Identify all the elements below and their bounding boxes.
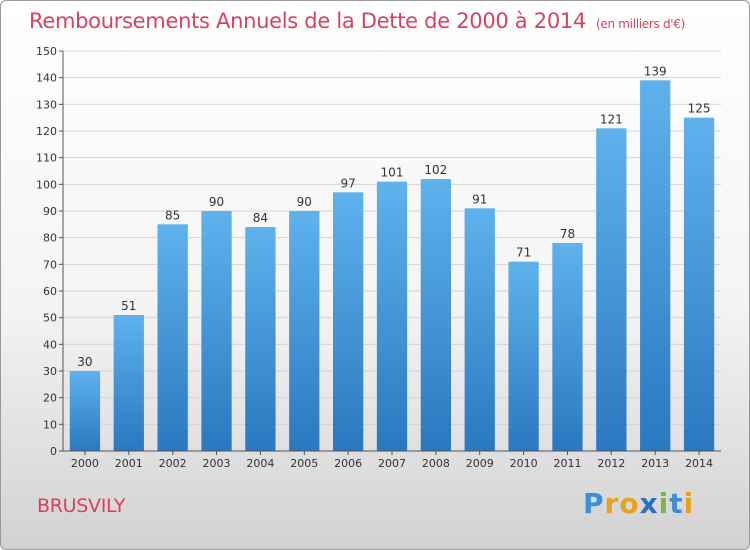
x-tick-label: 2014 bbox=[685, 457, 713, 470]
bar-value-label: 139 bbox=[644, 64, 667, 78]
y-tick-label: 90 bbox=[43, 205, 57, 218]
logo-letter: x bbox=[639, 487, 659, 520]
logo-letter: i bbox=[658, 487, 670, 520]
y-tick-label: 80 bbox=[43, 232, 57, 245]
y-tick-label: 10 bbox=[43, 418, 57, 431]
bar bbox=[683, 117, 715, 452]
bar bbox=[464, 208, 495, 451]
y-tick-label: 70 bbox=[43, 258, 57, 271]
bar bbox=[508, 261, 539, 451]
bar-value-label: 125 bbox=[688, 102, 711, 116]
y-tick-label: 50 bbox=[43, 312, 57, 325]
x-tick-label: 2007 bbox=[378, 457, 406, 470]
y-tick-label: 150 bbox=[36, 45, 57, 58]
y-tick-label: 20 bbox=[43, 392, 57, 405]
bar bbox=[420, 179, 452, 451]
bar bbox=[69, 371, 101, 451]
bar-value-label: 97 bbox=[340, 176, 355, 190]
bar bbox=[245, 227, 276, 451]
bar-value-label: 101 bbox=[381, 166, 404, 180]
bar bbox=[289, 211, 320, 451]
y-tick-label: 30 bbox=[43, 365, 57, 378]
bar-value-label: 102 bbox=[424, 163, 447, 177]
y-tick-label: 120 bbox=[36, 125, 57, 138]
bar bbox=[157, 224, 188, 451]
bar-value-label: 84 bbox=[253, 211, 268, 225]
y-tick-label: 0 bbox=[50, 445, 57, 458]
x-tick-label: 2002 bbox=[159, 457, 187, 470]
y-tick-label: 110 bbox=[36, 152, 57, 165]
bar-value-label: 51 bbox=[121, 299, 136, 313]
bar-value-label: 85 bbox=[165, 208, 180, 222]
x-tick-label: 2006 bbox=[334, 457, 362, 470]
x-tick-label: 2009 bbox=[466, 457, 494, 470]
x-tick-label: 2000 bbox=[71, 457, 99, 470]
bar bbox=[201, 211, 232, 451]
commune-name: BRUSVILY bbox=[37, 495, 126, 517]
y-tick-label: 140 bbox=[36, 72, 57, 85]
chart-unit: (en milliers d'€) bbox=[596, 17, 686, 31]
x-tick-label: 2012 bbox=[597, 457, 625, 470]
y-tick-label: 40 bbox=[43, 338, 57, 351]
logo-letter: P bbox=[583, 487, 605, 520]
proxiti-logo: Proxiti bbox=[583, 487, 694, 520]
bar-value-label: 30 bbox=[77, 355, 92, 369]
x-tick-label: 2011 bbox=[553, 457, 581, 470]
bar bbox=[640, 80, 671, 451]
bar bbox=[596, 128, 627, 451]
bar-value-label: 121 bbox=[600, 112, 623, 126]
bar bbox=[332, 192, 364, 452]
x-tick-label: 2004 bbox=[246, 457, 274, 470]
bar bbox=[376, 181, 408, 451]
x-tick-label: 2001 bbox=[115, 457, 143, 470]
x-tick-label: 2003 bbox=[203, 457, 231, 470]
logo-letter: i bbox=[683, 487, 695, 520]
chart-title: Remboursements Annuels de la Dette de 20… bbox=[29, 9, 685, 33]
y-tick-label: 100 bbox=[36, 178, 57, 191]
bar bbox=[113, 315, 144, 451]
y-tick-label: 130 bbox=[36, 98, 57, 111]
chart-title-text: Remboursements Annuels de la Dette de 20… bbox=[29, 9, 586, 33]
x-tick-label: 2008 bbox=[422, 457, 450, 470]
x-tick-label: 2010 bbox=[510, 457, 538, 470]
logo-letter: o bbox=[619, 487, 640, 520]
bar-value-label: 90 bbox=[209, 195, 224, 209]
y-tick-label: 60 bbox=[43, 285, 57, 298]
x-tick-label: 2005 bbox=[290, 457, 318, 470]
logo-letter: r bbox=[604, 487, 620, 520]
bar-value-label: 71 bbox=[516, 246, 531, 260]
bar-value-label: 91 bbox=[472, 192, 487, 206]
bar-value-label: 90 bbox=[297, 195, 312, 209]
bar bbox=[552, 243, 583, 451]
bar-value-label: 78 bbox=[560, 227, 575, 241]
logo-letter: t bbox=[669, 487, 684, 520]
x-tick-label: 2013 bbox=[641, 457, 669, 470]
